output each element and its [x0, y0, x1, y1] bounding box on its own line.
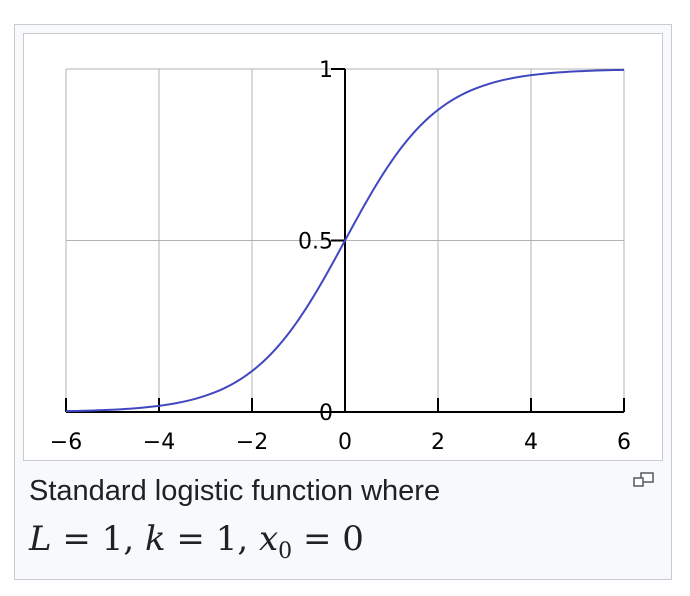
- x-tick-label: −4: [143, 430, 175, 455]
- formula-one: 1: [215, 519, 238, 559]
- formula-zero: 0: [342, 519, 364, 559]
- figure-caption: Standard logistic function where L = 1, …: [29, 473, 619, 572]
- formula-eq: =: [62, 519, 91, 559]
- x-tick-label: 6: [617, 430, 631, 455]
- formula-k: k: [144, 519, 166, 559]
- y-tick-label: 0.5: [298, 230, 333, 255]
- formula-x: x: [258, 519, 279, 559]
- x-tick-label: 4: [524, 430, 538, 455]
- x-tick-label: 2: [431, 430, 445, 455]
- formula-sep: ,: [237, 519, 249, 559]
- logistic-chart: −6 −4 −2 0 2 4 6 0 0.5 1: [50, 58, 631, 455]
- formula-eq: =: [176, 519, 205, 559]
- formula-L: L: [29, 519, 52, 559]
- series-line: [65, 68, 625, 413]
- formula-eq: =: [302, 519, 332, 559]
- y-tick-label: 0: [319, 401, 333, 426]
- chart-image[interactable]: −6 −4 −2 0 2 4 6 0 0.5 1: [23, 33, 663, 461]
- x-tick-label: −2: [236, 430, 268, 455]
- x-tick-label: 0: [338, 430, 352, 455]
- x-tick-label: −6: [50, 430, 82, 455]
- y-tick-label: 1: [319, 58, 333, 83]
- formula-subscript: 0: [278, 538, 293, 564]
- formula-one: 1: [101, 519, 124, 559]
- caption-text: Standard logistic function where: [29, 475, 441, 507]
- formula-sep: ,: [123, 519, 135, 559]
- figure-thumbnail: −6 −4 −2 0 2 4 6 0 0.5 1 Standard logistic functi…: [14, 24, 672, 580]
- magnify-icon[interactable]: [633, 472, 655, 488]
- caption-formula: L = 1, k = 1, x0 = 0: [29, 519, 619, 572]
